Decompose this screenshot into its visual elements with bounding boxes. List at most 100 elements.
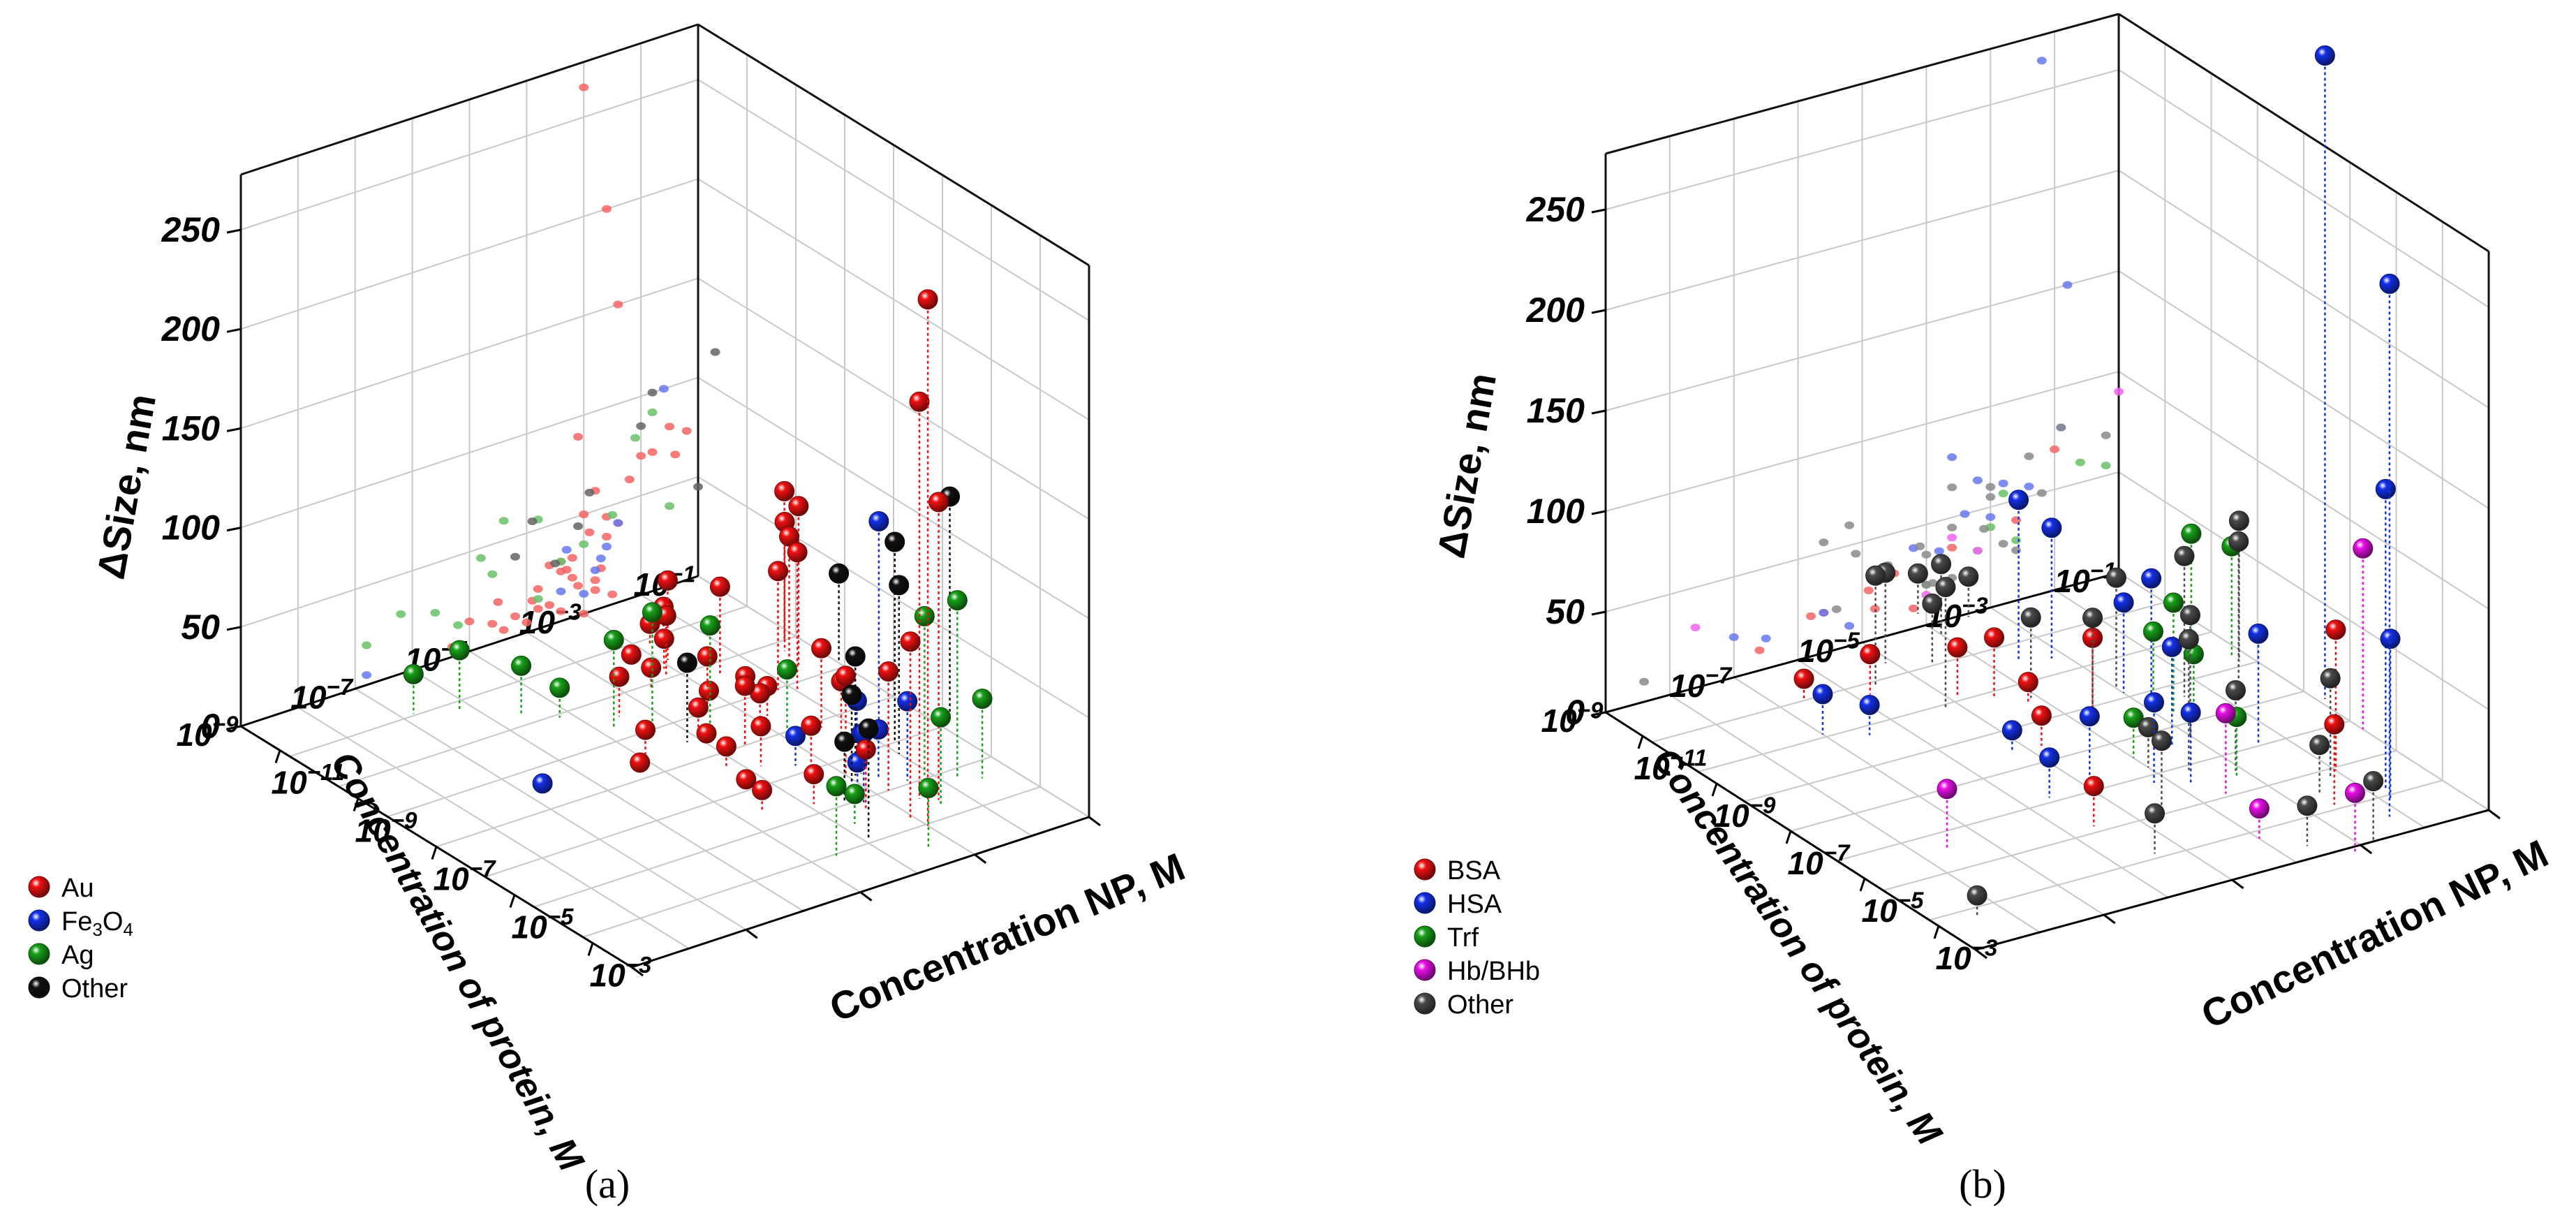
- data-point-bsa: [2031, 705, 2052, 726]
- data-point-au: [653, 629, 674, 649]
- protein-tick-label: 10−9: [177, 712, 239, 753]
- z-tick-mark: [1591, 409, 1606, 415]
- np-tick-mark: [274, 750, 281, 763]
- data-point-au: [609, 666, 630, 687]
- z-tick-label: 250: [161, 210, 221, 249]
- z-tick-mark: [1591, 711, 1606, 716]
- wall-projection-dot: [1985, 493, 1996, 501]
- np-tick-mark: [1785, 830, 1792, 844]
- wall-projection-dot: [1985, 513, 1996, 521]
- data-point-ag: [826, 776, 847, 797]
- wall-projection-dot: [2024, 483, 2034, 491]
- wall-projection-dot: [1819, 608, 1829, 617]
- np-axis-label: Concentration NP, M: [823, 844, 1190, 1030]
- floor-grid-line: [436, 696, 894, 848]
- wall-grid-line: [240, 178, 699, 330]
- wall-projection-dot: [556, 567, 566, 575]
- legend-label: Ag: [61, 941, 94, 970]
- data-point-ag: [699, 615, 720, 636]
- wall-projection-dot: [2011, 536, 2021, 545]
- wall-projection-dot: [510, 552, 520, 561]
- data-point-other: [2228, 510, 2249, 531]
- wall-projection-dot: [2036, 489, 2047, 497]
- data-point-other: [2320, 668, 2341, 689]
- data-point-au: [878, 661, 899, 682]
- z-tick-label: 50: [181, 608, 220, 647]
- wall-projection-dot: [602, 205, 612, 213]
- z-tick-label: 50: [1546, 592, 1585, 631]
- data-point-hsa: [2248, 623, 2269, 644]
- wall-grid-line: [1605, 270, 2119, 411]
- wall-projection-dot: [1806, 612, 1816, 620]
- wall-projection-dot: [1947, 453, 1957, 462]
- wall-projection-dot: [2056, 423, 2066, 432]
- data-point-other: [2020, 607, 2041, 628]
- wall-projection-dot: [1863, 587, 1874, 594]
- data-point-other: [2105, 567, 2126, 588]
- wall-projection-dot: [693, 483, 703, 491]
- wall-projection-dot: [1960, 510, 1970, 518]
- data-point-bsa: [1793, 668, 1814, 689]
- protein-tick-mark: [1975, 948, 1987, 960]
- data-point-au: [752, 779, 773, 800]
- data-point-bsa: [1984, 627, 2005, 648]
- tick-base: 10: [1634, 750, 1671, 786]
- wall-projection-dot: [607, 590, 618, 598]
- wall-projection-dot: [579, 610, 589, 618]
- tick-base: 10: [1714, 798, 1750, 834]
- data-point-au: [768, 561, 789, 582]
- data-point-hbbhb: [2344, 782, 2365, 803]
- wall-projection-dot: [665, 502, 675, 510]
- wall-projection-dot: [2075, 458, 2085, 466]
- np-tick-mark: [1711, 783, 1718, 797]
- wall-projection-dot: [584, 528, 595, 536]
- legend-label: Trf: [1447, 923, 1479, 953]
- wall-projection-dot: [1819, 538, 1829, 547]
- data-point-fe3o4: [785, 726, 806, 747]
- wall-projection-dot: [1761, 634, 1771, 642]
- data-point-ag: [914, 605, 935, 626]
- data-point-other: [1907, 563, 1928, 584]
- legend-subscript: 4: [123, 919, 133, 940]
- wall-projection-dot: [590, 566, 600, 574]
- data-point-ag: [947, 590, 968, 611]
- legend-marker: [1414, 892, 1436, 914]
- tick-base: 10: [512, 909, 548, 946]
- wall-projection-dot: [1998, 490, 2008, 498]
- data-point-other: [2145, 803, 2166, 824]
- wall-projection-dot: [2024, 452, 2034, 460]
- data-point-other: [834, 731, 855, 752]
- data-point-au: [657, 570, 678, 591]
- legend-text: Trf: [1447, 923, 1479, 953]
- data-point-au: [909, 391, 930, 412]
- data-point-hsa: [2001, 720, 2022, 741]
- np-tick-mark: [353, 798, 360, 811]
- wall-projection-dot: [1915, 542, 1925, 550]
- wall-projection-dot: [1947, 543, 1957, 552]
- protein-tick-mark: [859, 891, 873, 902]
- protein-tick-mark: [2103, 913, 2116, 925]
- data-point-hsa: [2161, 636, 2182, 657]
- z-tick-mark: [1591, 309, 1606, 314]
- wall-projection-dot: [1844, 521, 1855, 529]
- z-tick-mark: [226, 626, 242, 631]
- legend-label: Hb/BHb: [1447, 957, 1540, 986]
- wall-projection-dot: [556, 607, 566, 615]
- z-tick-label: 250: [1526, 190, 1585, 229]
- data-point-trf: [2181, 523, 2202, 544]
- legend-subscript: 3: [92, 919, 102, 940]
- wall-projection-dot: [493, 598, 503, 606]
- data-point-bsa: [1947, 637, 1968, 658]
- wall-projection-dot: [670, 450, 681, 459]
- np-tick-label: 10−5: [512, 904, 575, 945]
- data-point-bsa: [2325, 619, 2346, 640]
- data-point-other: [1958, 566, 1979, 587]
- box-edge: [697, 23, 1090, 267]
- data-point-au: [788, 496, 809, 517]
- wall-projection-dot: [1985, 483, 1996, 491]
- z-tick-mark: [1591, 510, 1606, 515]
- wall-projection-dot: [584, 488, 595, 497]
- legend-label: Fe3O4: [61, 907, 133, 940]
- wall-projection-dot: [1754, 646, 1765, 654]
- wall-grid-line: [1605, 69, 2119, 210]
